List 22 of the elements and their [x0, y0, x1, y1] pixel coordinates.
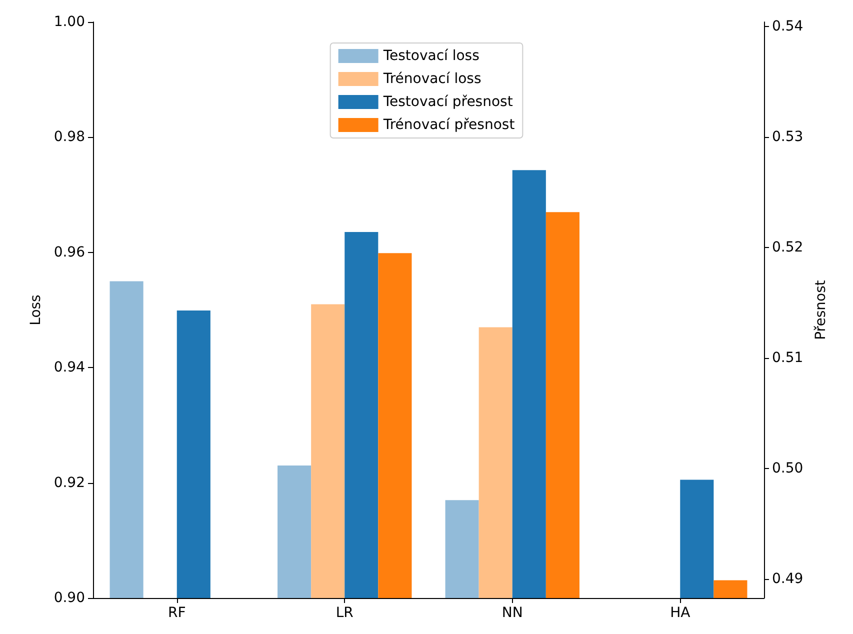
y2-tick-label: 0.53	[772, 128, 804, 145]
x-tick-label: NN	[502, 605, 523, 621]
x-tick-label: HA	[670, 605, 691, 621]
y2-tick-label: 0.50	[772, 460, 804, 477]
x-tick-label: RF	[168, 605, 186, 621]
legend-label: Testovací přesnost	[382, 94, 514, 110]
legend-label: Trénovací přesnost	[382, 117, 516, 133]
y-tick-label: 1.00	[54, 14, 85, 30]
legend-label: Trénovací loss	[382, 71, 482, 87]
y2-tick-label: 0.52	[772, 240, 804, 256]
x-tick-label: LR	[336, 605, 354, 621]
y2-axis-title: Přesnost	[813, 280, 830, 340]
y2-tick-label: 0.49	[772, 571, 804, 588]
y2-tick-label: 0.51	[772, 350, 804, 366]
legend-label: Testovací loss	[382, 48, 480, 64]
y-tick-label: 0.92	[54, 474, 85, 491]
y-tick-label: 0.96	[54, 244, 86, 260]
y-tick-label: 0.90	[54, 590, 85, 606]
y-tick-label: 0.98	[54, 129, 85, 146]
y-tick-label: 0.94	[54, 360, 86, 376]
y2-tick-label: 0.54	[772, 18, 804, 34]
y-axis-title: Loss	[28, 294, 44, 326]
